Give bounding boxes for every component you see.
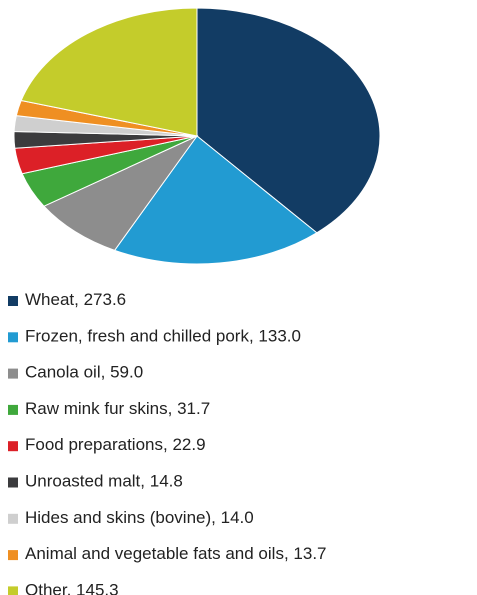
legend-value: 273.6	[84, 290, 127, 309]
legend-swatch	[8, 296, 18, 306]
legend-label: Raw mink fur skins, 31.7	[25, 399, 210, 418]
legend-swatch	[8, 586, 18, 595]
legend-name: Animal and vegetable fats and oils	[25, 545, 284, 564]
legend-value: 59.0	[110, 363, 143, 382]
legend-label: Canola oil, 59.0	[25, 363, 143, 382]
legend-swatch	[8, 404, 18, 415]
legend-label: Wheat, 273.6	[25, 290, 126, 309]
legend-name: Hides and skins (bovine)	[25, 508, 211, 527]
legend-swatch	[8, 513, 18, 524]
legend-value: 14.0	[221, 508, 254, 527]
legend-name: Canola oil	[25, 363, 101, 382]
legend-swatch	[8, 332, 18, 343]
legend-value: 13.7	[293, 545, 326, 564]
legend-swatch	[8, 368, 18, 379]
legend-swatch	[8, 477, 18, 488]
pie-slice	[43, 134, 199, 251]
legend-name: Raw mink fur skins	[25, 399, 168, 418]
legend-label: Food preparations, 22.9	[25, 436, 206, 455]
legend-separator: ,	[168, 399, 177, 418]
legend-separator: ,	[140, 472, 149, 491]
legend-swatch	[8, 441, 18, 452]
legend-value: 22.9	[172, 436, 205, 455]
legend-label: Other, 145.3	[25, 581, 119, 595]
legend-name: Frozen, fresh and chilled pork	[25, 327, 249, 346]
legend-separator: ,	[67, 581, 76, 595]
legend-separator: ,	[284, 545, 293, 564]
legend-value: 133.0	[258, 327, 301, 346]
pie-slice	[20, 7, 198, 137]
legend-value: 14.8	[150, 472, 183, 491]
legend-name: Wheat	[25, 290, 74, 309]
legend-label: Unroasted malt, 14.8	[25, 472, 183, 491]
legend-label: Animal and vegetable fats and oils, 13.7	[25, 545, 327, 564]
legend-separator: ,	[163, 436, 172, 455]
legend-label: Frozen, fresh and chilled pork, 133.0	[25, 327, 301, 346]
legend-separator: ,	[101, 363, 110, 382]
legend-name: Food preparations	[25, 436, 163, 455]
legend-separator: ,	[211, 508, 220, 527]
legend-name: Other	[25, 581, 68, 595]
legend-separator: ,	[74, 290, 83, 309]
legend-name: Unroasted malt	[25, 472, 141, 491]
legend-separator: ,	[249, 327, 258, 346]
legend-value: 145.3	[76, 581, 119, 595]
legend-label: Hides and skins (bovine), 14.0	[25, 508, 254, 527]
legend-swatch	[8, 550, 18, 561]
pie-slice	[196, 7, 381, 234]
legend-value: 31.7	[177, 399, 210, 418]
pie-slice	[113, 135, 318, 265]
